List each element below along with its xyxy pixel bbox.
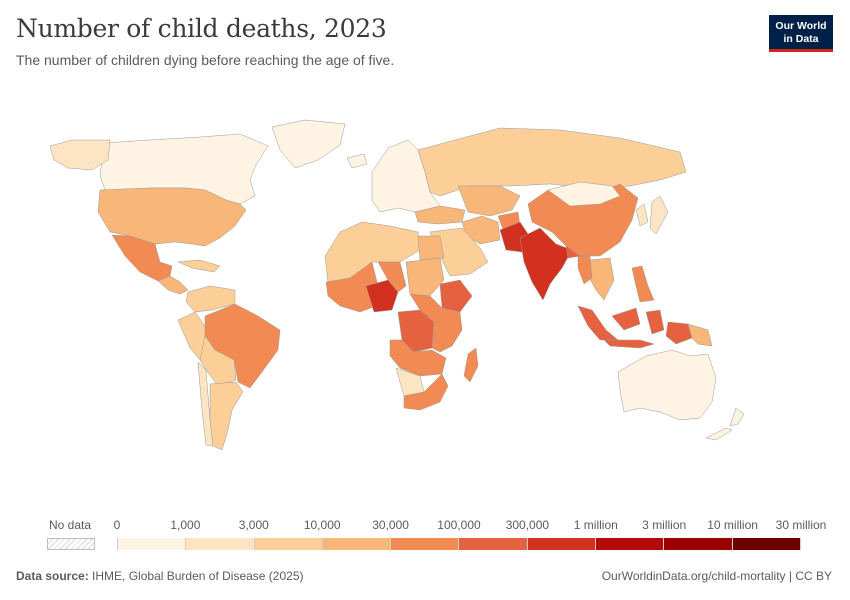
world-map[interactable] [0,100,850,500]
region-russia[interactable] [417,127,687,197]
legend-tick-label: 30,000 [372,518,409,532]
no-data-swatch[interactable] [47,538,95,550]
legend-bin[interactable] [391,538,460,550]
region-central-asia[interactable] [457,185,521,217]
region-philippines[interactable] [631,265,655,303]
legend-bin[interactable] [322,538,392,550]
region-indonesia[interactable] [577,305,693,349]
region-east-africa[interactable] [409,293,463,353]
legend-tick-label: 3 million [642,518,687,532]
region-chile[interactable] [197,361,214,447]
legend-bin[interactable] [664,538,733,550]
chart-title: Number of child deaths, 2023 [16,14,387,43]
legend-bin[interactable] [459,538,528,550]
region-angola-zambia[interactable] [389,339,447,377]
region-arabia[interactable] [429,227,489,277]
legend-bin[interactable] [732,538,801,550]
region-colombia-venezuela[interactable] [185,285,236,313]
legend-color-scale [117,538,801,550]
region-mongolia[interactable] [547,181,621,207]
region-egypt[interactable] [417,235,445,261]
legend-bin[interactable] [527,538,597,550]
region-chad[interactable] [377,261,407,293]
data-source: Data source: IHME, Global Burden of Dise… [16,569,303,583]
legend-tick-label: 1,000 [170,518,201,532]
no-data-label: No data [49,518,92,532]
region-southern-africa[interactable] [403,373,449,411]
region-sudan[interactable] [405,257,445,297]
legend-bin[interactable] [186,538,255,550]
region-mainland-southeast-asia[interactable] [587,257,615,301]
region-europe[interactable] [371,139,441,213]
region-new-zealand[interactable] [705,407,745,441]
region-india[interactable] [519,227,573,301]
region-ethiopia[interactable] [439,279,473,313]
logo-line-1: Our World [775,20,827,32]
legend-tick-label: 30 million [775,518,827,532]
region-australia[interactable] [617,349,717,421]
region-united-states[interactable] [97,187,247,247]
legend: No data 0 1,000 3,000 10,000 30,000 100,… [0,512,850,557]
data-source-label: Data source: [16,569,89,583]
region-korea-japan[interactable] [635,195,669,235]
region-iceland[interactable] [346,153,368,169]
legend-tick-labels: 0 1,000 3,000 10,000 30,000 100,000 300,… [113,518,827,534]
region-mexico[interactable] [111,234,173,282]
owid-logo[interactable]: Our World in Data [769,15,833,52]
legend-tick-label: 100,000 [437,518,481,532]
legend-tick-label: 300,000 [505,518,550,532]
legend-bin[interactable] [117,538,187,550]
region-myanmar[interactable] [577,255,593,285]
region-argentina[interactable] [209,381,244,451]
region-caribbean[interactable] [177,259,221,273]
legend-bin[interactable] [254,538,323,550]
legend-tick-label: 10 million [707,518,758,532]
legend-tick-label: 3,000 [238,518,269,532]
region-nigeria[interactable] [365,279,399,313]
region-madagascar[interactable] [463,347,479,383]
logo-line-2: in Data [783,33,819,45]
region-central-america[interactable] [157,275,189,295]
region-greenland[interactable] [271,119,346,169]
legend-tick-label: 1 million [573,518,618,532]
legend-tick-label: 10,000 [303,518,341,532]
legend-tick-label: 0 [113,518,121,532]
region-alaska[interactable] [49,139,111,171]
region-papua-new-guinea[interactable] [687,323,713,347]
chart-subtitle: The number of children dying before reac… [16,52,395,68]
data-source-text: IHME, Global Burden of Disease (2025) [92,569,304,583]
source-link[interactable]: OurWorldinData.org/child-mortality | CC … [601,569,832,583]
legend-bin[interactable] [596,538,665,550]
